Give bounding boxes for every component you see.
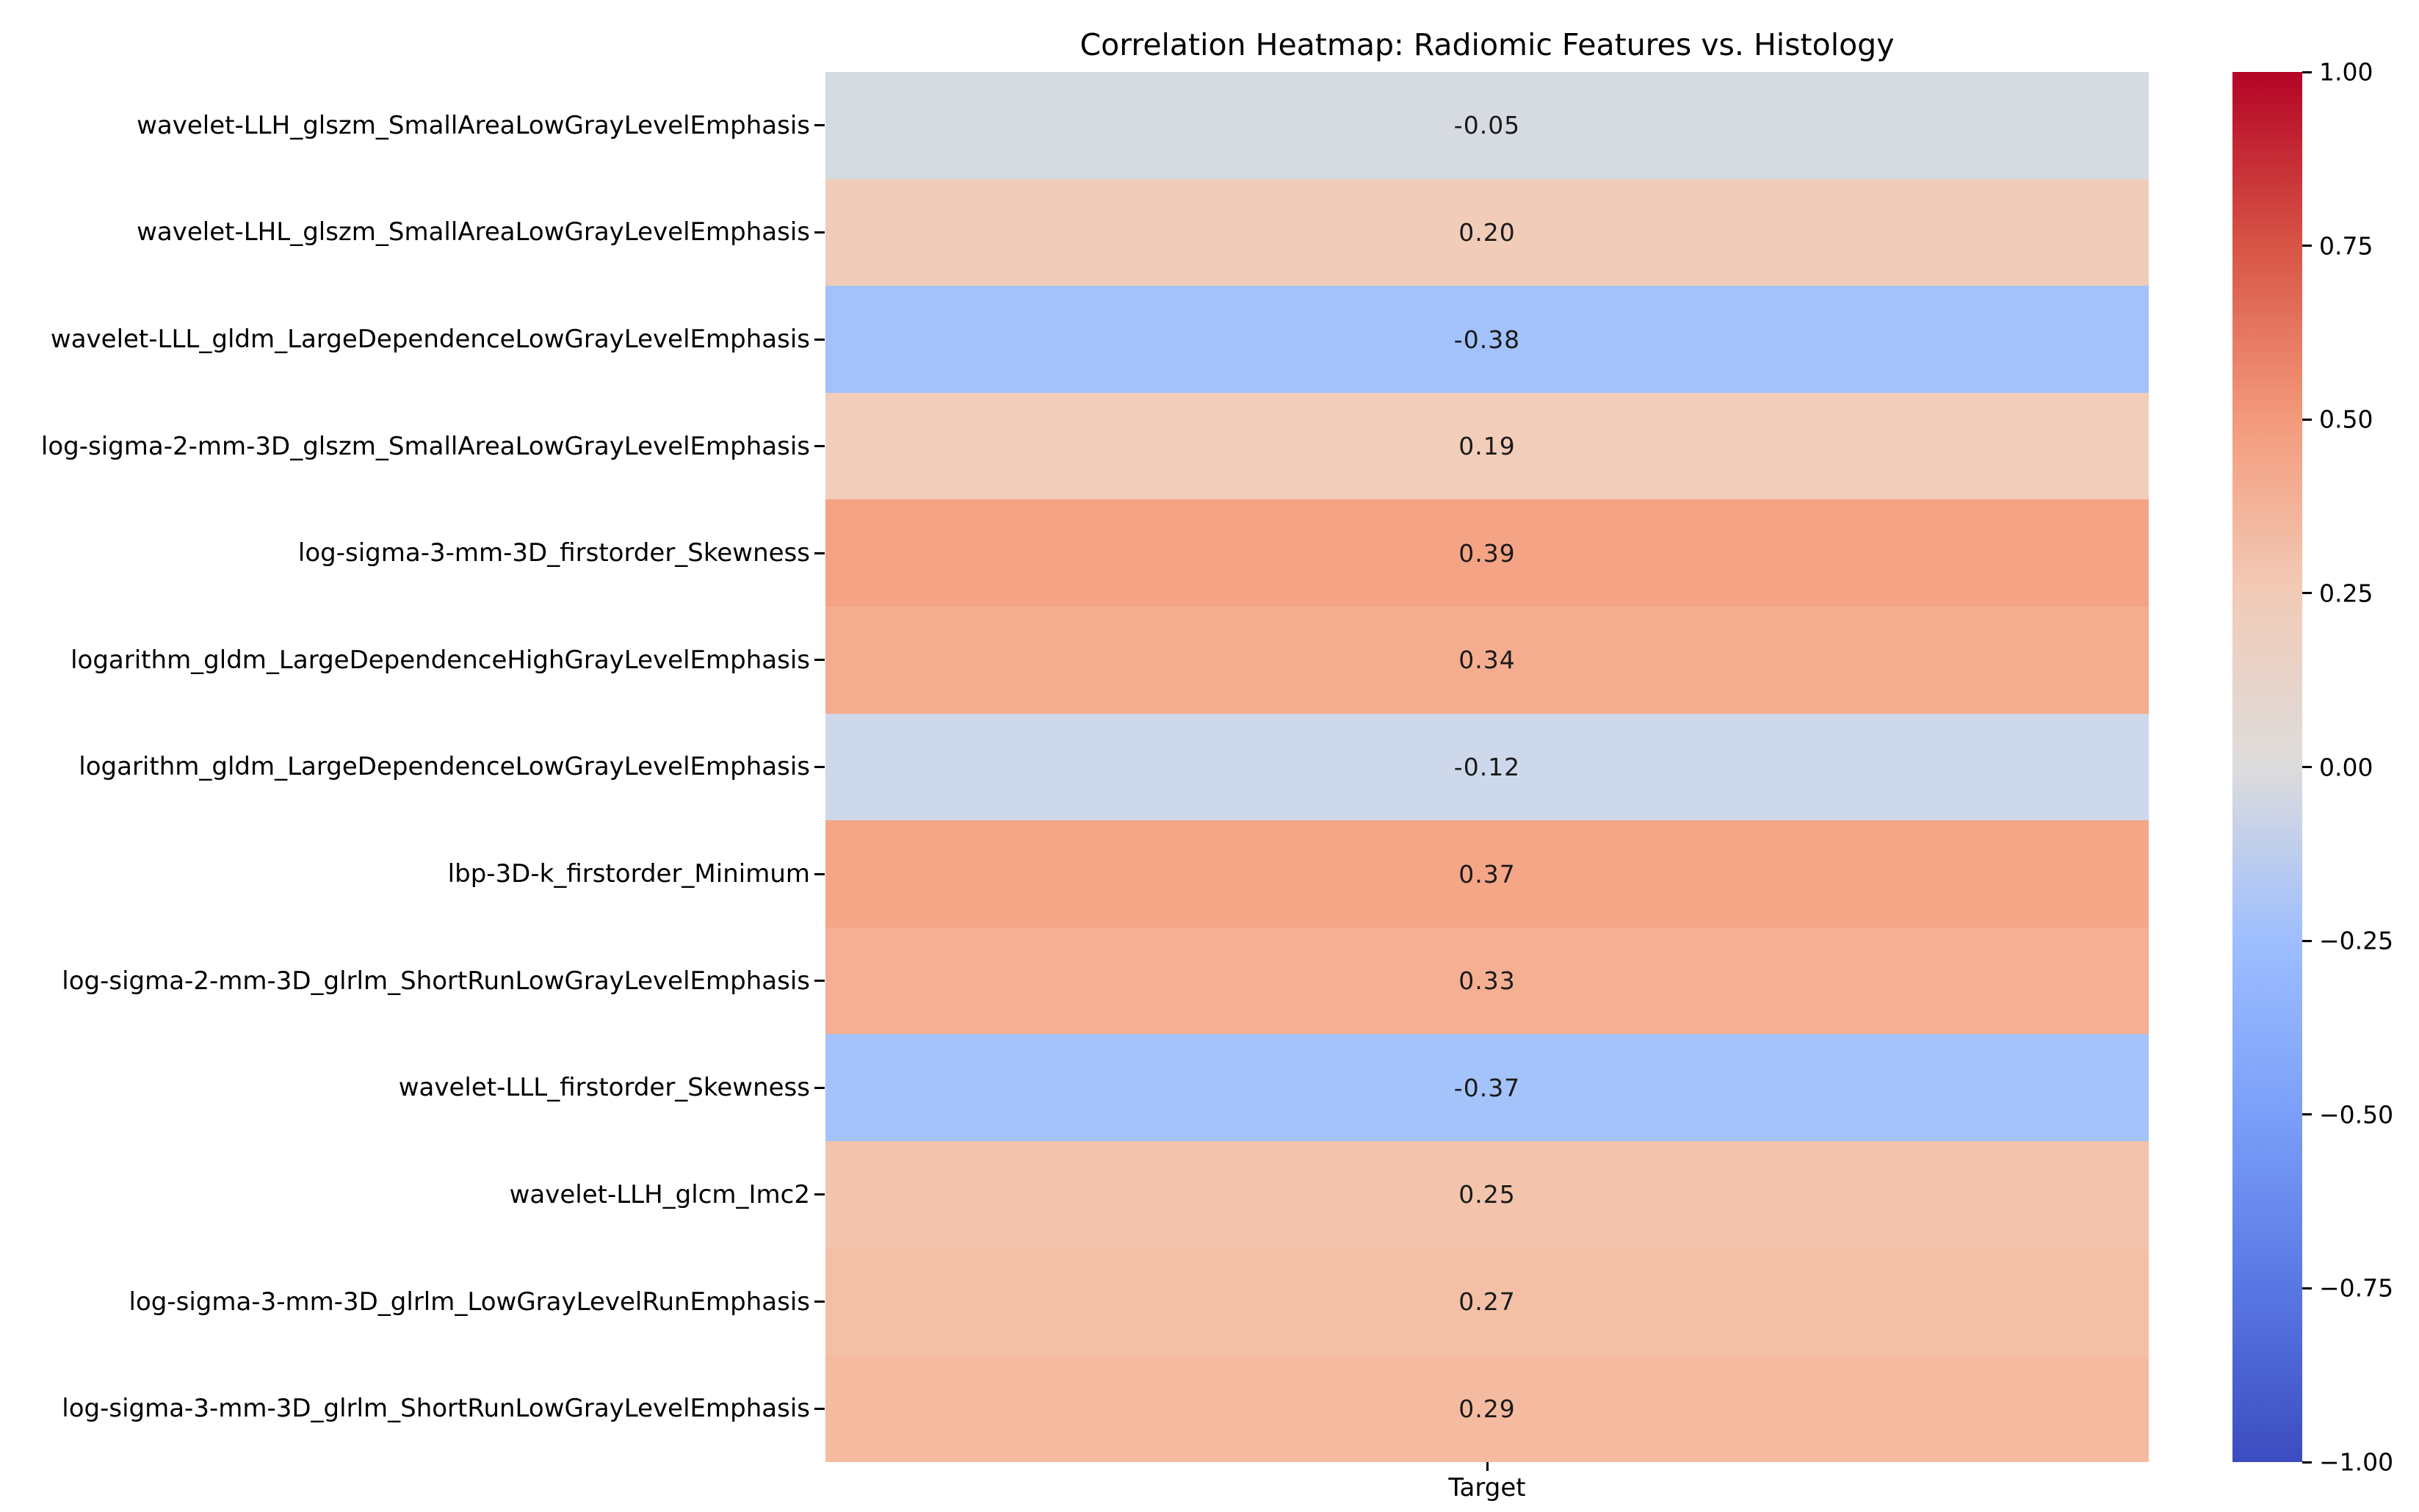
colorbar-tick-label: 0.00: [2319, 753, 2373, 781]
y-tick: [814, 659, 825, 662]
y-tick: [814, 766, 825, 768]
cell-value: 0.37: [1458, 859, 1516, 889]
cell-value: 0.20: [1458, 217, 1516, 247]
cell-value: 0.19: [1458, 432, 1516, 461]
row-label: logarithm_gldm_LargeDependenceHighGrayLe…: [70, 645, 810, 675]
heatmap-cell: -0.05: [825, 72, 2149, 179]
cell-value: 0.29: [1458, 1394, 1516, 1423]
y-tick: [814, 1407, 825, 1410]
y-tick: [814, 551, 825, 554]
colorbar-tick: [2302, 592, 2312, 595]
x-tick-label: Target: [1448, 1473, 1526, 1502]
colorbar-tick: [2302, 418, 2312, 421]
cell-value: 0.34: [1458, 645, 1516, 675]
row-label: log-sigma-2-mm-3D_glszm_SmallAreaLowGray…: [40, 431, 810, 461]
heatmap-cell: 0.19: [825, 392, 2149, 500]
colorbar-tick-label: 0.25: [2319, 579, 2373, 608]
colorbar-tick: [2302, 939, 2312, 942]
row-label: log-sigma-3-mm-3D_glrlm_LowGrayLevelRunE…: [129, 1287, 810, 1317]
y-tick: [814, 124, 825, 127]
y-tick: [814, 1086, 825, 1089]
heatmap-cell: 0.39: [825, 499, 2149, 607]
heatmap-cell: 0.33: [825, 927, 2149, 1035]
cell-value: -0.38: [1453, 325, 1521, 354]
cell-value: -0.12: [1453, 752, 1521, 781]
heatmap-cell: -0.37: [825, 1034, 2149, 1142]
heatmap-cell: -0.12: [825, 713, 2149, 821]
colorbar-tick-label: 0.50: [2319, 405, 2373, 434]
y-tick: [814, 1193, 825, 1196]
heatmap-plot-area: -0.05 0.20 -0.38 0.19 0.39 0.34 -0.12 0.37 0.33 -…: [825, 72, 2149, 1462]
colorbar-tick-label: 0.75: [2319, 231, 2373, 261]
colorbar: [2232, 72, 2302, 1462]
colorbar-tick-label: 1.00: [2319, 57, 2373, 87]
cell-value: -0.05: [1453, 111, 1521, 140]
cell-value: 0.33: [1458, 966, 1516, 996]
colorbar-tick-label: −0.50: [2319, 1100, 2394, 1129]
row-label: lbp-3D-k_firstorder_Minimum: [447, 859, 810, 889]
colorbar-tick: [2302, 245, 2312, 247]
cell-value: 0.27: [1458, 1287, 1516, 1316]
heatmap-cell: 0.20: [825, 178, 2149, 286]
row-label: log-sigma-3-mm-3D_glrlm_ShortRunLowGrayL…: [62, 1394, 810, 1424]
colorbar-tick-label: −0.75: [2319, 1273, 2394, 1303]
row-label: wavelet-LLH_glcm_Imc2: [509, 1179, 810, 1209]
heatmap-cell: 0.25: [825, 1141, 2149, 1248]
cell-value: 0.25: [1458, 1180, 1516, 1209]
colorbar-tick: [2302, 1461, 2312, 1464]
y-tick: [814, 231, 825, 234]
heatmap-cell: 0.27: [825, 1248, 2149, 1356]
heatmap-cell: -0.38: [825, 286, 2149, 393]
cell-value: -0.37: [1453, 1073, 1521, 1102]
colorbar-tick: [2302, 766, 2312, 768]
row-label: wavelet-LLL_gldm_LargeDependenceLowGrayL…: [50, 325, 810, 355]
colorbar-tick: [2302, 1113, 2312, 1116]
y-tick: [814, 338, 825, 341]
row-label: wavelet-LLL_firstorder_Skewness: [398, 1073, 810, 1103]
row-label: logarithm_gldm_LargeDependenceLowGrayLev…: [79, 752, 810, 782]
heatmap-cell: 0.29: [825, 1355, 2149, 1462]
y-tick: [814, 1301, 825, 1303]
y-tick: [814, 445, 825, 448]
colorbar-tick: [2302, 1287, 2312, 1289]
cell-value: 0.39: [1458, 538, 1516, 568]
y-tick: [814, 980, 825, 983]
row-label: log-sigma-3-mm-3D_firstorder_Skewness: [297, 538, 810, 568]
colorbar-tick-label: −1.00: [2319, 1447, 2394, 1477]
row-label: log-sigma-2-mm-3D_glrlm_ShortRunLowGrayL…: [62, 966, 810, 996]
heatmap-cell: 0.37: [825, 820, 2149, 927]
colorbar-tick: [2302, 70, 2312, 73]
colorbar-tick-label: −0.25: [2319, 926, 2394, 955]
heatmap-cell: 0.34: [825, 607, 2149, 714]
y-tick: [814, 872, 825, 875]
chart-title: Correlation Heatmap: Radiomic Features v…: [1080, 27, 1895, 62]
row-label: wavelet-LHL_glszm_SmallAreaLowGrayLevelE…: [137, 217, 810, 247]
x-tick: [1486, 1462, 1489, 1471]
row-label: wavelet-LLH_glszm_SmallAreaLowGrayLevelE…: [137, 110, 810, 140]
